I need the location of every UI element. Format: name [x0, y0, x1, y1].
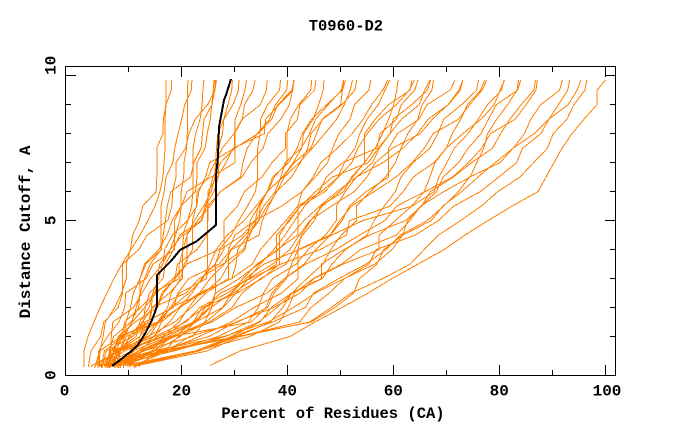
svg-text:40: 40: [278, 382, 297, 400]
svg-text:60: 60: [384, 382, 403, 400]
svg-text:0: 0: [60, 382, 70, 400]
svg-text:10: 10: [42, 56, 60, 75]
svg-text:0: 0: [42, 370, 60, 380]
svg-text:Percent of Residues (CA): Percent of Residues (CA): [221, 405, 444, 423]
svg-text:80: 80: [490, 382, 509, 400]
svg-text:5: 5: [42, 215, 60, 225]
svg-text:100: 100: [593, 382, 622, 400]
svg-text:Distance Cutoff, A: Distance Cutoff, A: [17, 145, 35, 318]
svg-text:T0960-D2: T0960-D2: [309, 18, 383, 36]
svg-text:20: 20: [172, 382, 191, 400]
